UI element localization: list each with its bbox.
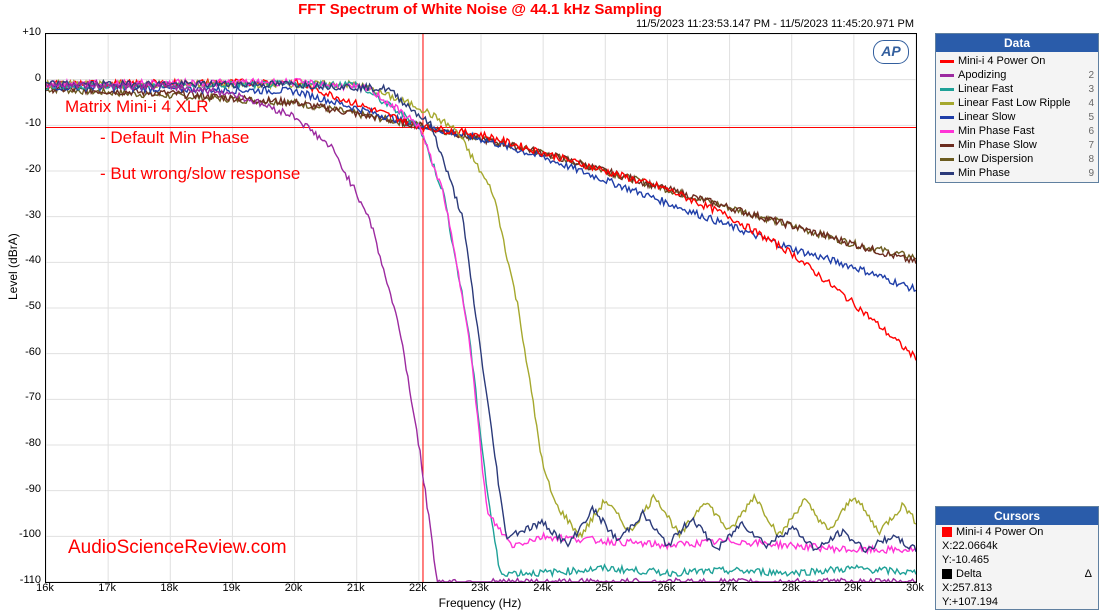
legend-index: 7 [1084,140,1094,151]
annotation-3: - But wrong/slow response [100,164,300,184]
legend-swatch-icon [940,74,954,77]
x-tick-label: 22k [409,582,427,594]
annotation-2: - Default Min Phase [100,128,249,148]
cursor-dy-value: Y:+107.194 [936,595,1098,609]
x-tick-label: 25k [595,582,613,594]
x-tick-label: 16k [36,582,54,594]
cursors-panel: Cursors Mini-i 4 Power On X:22.0664k Y:-… [935,506,1099,610]
delta-swatch-icon [942,569,952,579]
legend-label: Apodizing [958,69,1006,81]
legend-swatch-icon [940,172,954,175]
x-tick-label: 24k [533,582,551,594]
legend-swatch-icon [940,116,954,119]
x-tick-label: 19k [223,582,241,594]
x-tick-label: 18k [160,582,178,594]
y-tick-label: -90 [1,483,41,495]
legend-item[interactable]: Linear Fast 3 [936,82,1098,96]
x-tick-label: 21k [347,582,365,594]
y-tick-label: -50 [1,300,41,312]
timestamp-label: 11/5/2023 11:23:53.147 PM - 11/5/2023 11… [636,18,914,30]
x-tick-label: 28k [782,582,800,594]
legend-item[interactable]: Mini-i 4 Power On [936,54,1098,68]
cursor-dx-value: X:257.813 [936,581,1098,595]
legend-index: 6 [1084,126,1094,137]
x-tick-label: 29k [844,582,862,594]
legend-swatch-icon [940,144,954,147]
legend-item[interactable]: Min Phase 9 [936,166,1098,180]
cursor-x-value: X:22.0664k [936,539,1098,553]
legend-panel: Data Mini-i 4 Power OnApodizing2Linear F… [935,33,1099,183]
legend-item[interactable]: Min Phase Fast 6 [936,124,1098,138]
annotation-1: Matrix Mini-i 4 XLR [65,97,209,117]
legend-swatch-icon [940,102,954,105]
chart-container: FFT Spectrum of White Noise @ 44.1 kHz S… [0,0,1104,615]
legend-body: Mini-i 4 Power OnApodizing2Linear Fast3L… [936,52,1098,182]
x-tick-label: 23k [471,582,489,594]
legend-index: 2 [1084,70,1094,81]
cursor-series-label: Mini-i 4 Power On [956,526,1043,538]
y-tick-label: -80 [1,437,41,449]
legend-item[interactable]: Linear Slow 5 [936,110,1098,124]
y-tick-label: 0 [1,72,41,84]
x-tick-label: 27k [720,582,738,594]
legend-index: 3 [1084,84,1094,95]
legend-label: Min Phase Slow [958,139,1037,151]
cursor-swatch-icon [942,527,952,537]
legend-index: 5 [1084,112,1094,123]
legend-item[interactable]: Apodizing 2 [936,68,1098,82]
cursor-y-value: Y:-10.465 [936,553,1098,567]
y-tick-label: -110 [1,574,41,586]
annotation-4: AudioScienceReview.com [68,537,287,559]
y-tick-label: -60 [1,346,41,358]
y-tick-label: -30 [1,209,41,221]
y-tick-label: -100 [1,528,41,540]
x-tick-label: 26k [658,582,676,594]
legend-index: 4 [1084,98,1094,109]
ap-logo: AP [873,40,909,64]
legend-swatch-icon [940,130,954,133]
legend-label: Min Phase [958,167,1010,179]
chart-title: FFT Spectrum of White Noise @ 44.1 kHz S… [45,1,915,18]
legend-label: Linear Fast Low Ripple [958,97,1071,109]
x-tick-label: 17k [98,582,116,594]
x-tick-label: 30k [906,582,924,594]
y-tick-label: -70 [1,391,41,403]
legend-label: Linear Slow [958,111,1015,123]
y-tick-label: -40 [1,254,41,266]
y-axis-label: Level (dBrA) [6,233,20,300]
cursor-delta-row: Delta Δ [936,567,1098,581]
legend-index: 8 [1084,154,1094,165]
y-tick-label: +10 [1,26,41,38]
legend-title: Data [936,34,1098,52]
legend-label: Linear Fast [958,83,1013,95]
legend-swatch-icon [940,88,954,91]
cursor-series-row: Mini-i 4 Power On [936,525,1098,539]
legend-item[interactable]: Min Phase Slow 7 [936,138,1098,152]
cursor-delta-label: Delta [956,568,982,580]
y-tick-label: -10 [1,117,41,129]
x-axis-label: Frequency (Hz) [45,596,915,610]
legend-index: 9 [1084,168,1094,179]
legend-label: Min Phase Fast [958,125,1034,137]
legend-label: Low Dispersion [958,153,1033,165]
x-tick-label: 20k [285,582,303,594]
delta-symbol: Δ [1085,568,1092,580]
y-tick-label: -20 [1,163,41,175]
cursors-title: Cursors [936,507,1098,525]
legend-item[interactable]: Low Dispersion 8 [936,152,1098,166]
legend-label: Mini-i 4 Power On [958,55,1045,67]
legend-item[interactable]: Linear Fast Low Ripple 4 [936,96,1098,110]
legend-swatch-icon [940,158,954,161]
legend-swatch-icon [940,60,954,63]
